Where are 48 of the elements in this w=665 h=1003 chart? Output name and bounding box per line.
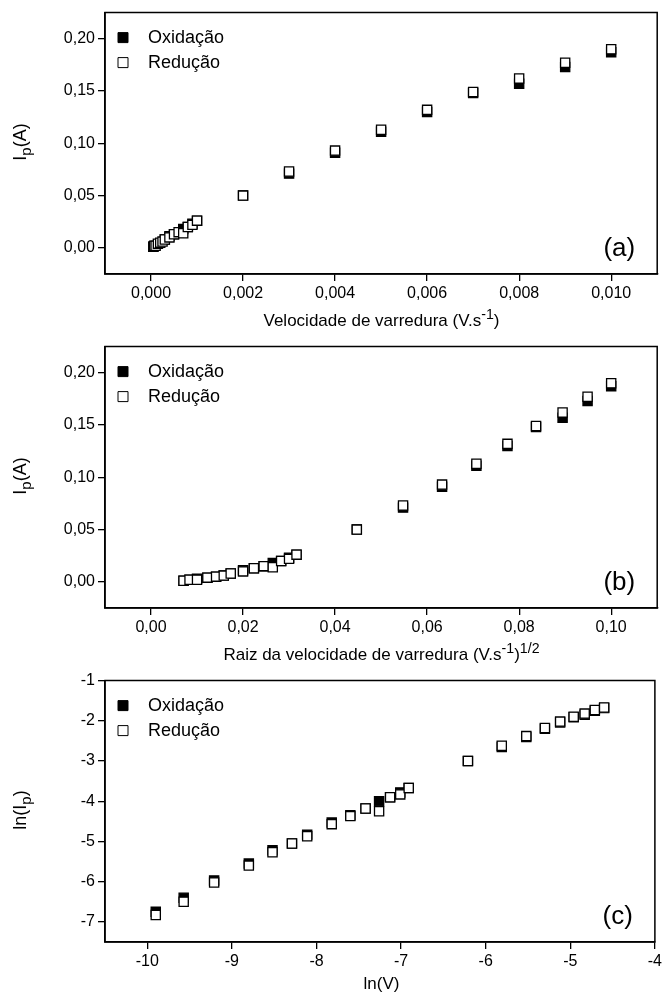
y-tick-label: -5 (80, 831, 96, 849)
x-tick-label: 0,010 (591, 284, 632, 302)
y-tick-label: 0,20 (63, 363, 96, 381)
legend-label: Oxidação (148, 360, 225, 381)
x-axis-title: Velocidade de varredura (V.s$^{-1}$) (262, 306, 501, 331)
x-tick-label: 0,06 (411, 618, 443, 636)
y-tick-label: -4 (80, 791, 96, 809)
annotation: (a) (603, 232, 636, 263)
y-tick-label: 0,15 (63, 415, 96, 433)
y-tick-label: 0,00 (63, 572, 96, 590)
x-tick-label: 0,08 (503, 618, 535, 636)
x-tick-label: 0,000 (130, 284, 172, 302)
y-tick-label: -7 (80, 912, 96, 930)
x-tick-label: -9 (224, 952, 240, 970)
x-axis-title: Raiz da velocidade de varredura (V.s$^{-1}$)$^{1/2}$ (222, 640, 541, 665)
x-tick-label: -10 (135, 952, 159, 970)
y-tick-label: 0,10 (63, 133, 96, 151)
x-tick-label: -8 (309, 952, 324, 970)
legend-label: Redução (148, 385, 221, 406)
x-tick-label: -6 (478, 952, 493, 970)
legend-label: Oxidação (148, 26, 225, 47)
x-tick-label: 0,002 (223, 284, 264, 302)
x-tick-label: 0,004 (315, 284, 356, 302)
y-tick-label: 0,05 (63, 519, 96, 537)
legend-label: Oxidação (148, 694, 225, 715)
x-tick-label: 0,10 (595, 618, 627, 636)
y-tick-label: -2 (80, 711, 96, 729)
x-tick-label: -5 (563, 952, 578, 970)
x-axis-title: ln(V) (362, 974, 401, 994)
y-tick-label: 0,15 (63, 81, 96, 99)
x-tick-label: 0,006 (407, 284, 448, 302)
x-tick-label: -4 (647, 952, 663, 970)
annotation: (b) (603, 566, 636, 597)
y-tick-label: 0,00 (63, 238, 96, 256)
x-tick-label: -7 (393, 952, 409, 970)
legend-label: Redução (148, 51, 221, 72)
annotation: (c) (602, 900, 633, 931)
legend-label: Redução (148, 719, 221, 740)
x-tick-label: 0,00 (135, 618, 167, 636)
y-tick-label: -6 (80, 872, 96, 890)
x-tick-label: 0,008 (499, 284, 540, 302)
x-tick-label: 0,04 (319, 618, 351, 636)
y-tick-label: -3 (80, 751, 96, 769)
y-tick-label: -1 (80, 671, 96, 689)
x-tick-label: 0,02 (227, 618, 259, 636)
y-tick-label: 0,05 (63, 185, 96, 203)
y-tick-label: 0,20 (63, 29, 96, 47)
y-tick-label: 0,10 (63, 467, 96, 485)
